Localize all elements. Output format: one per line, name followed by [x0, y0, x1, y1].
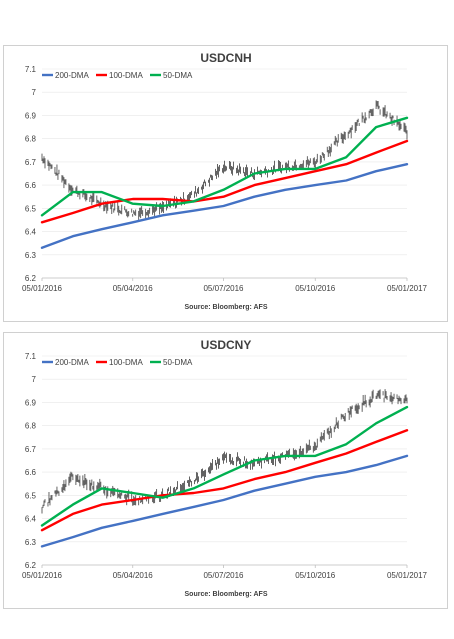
price-bars — [41, 100, 408, 221]
y-tick-label: 6.2 — [25, 561, 37, 570]
x-tick-label: 05/01/2016 — [22, 571, 63, 580]
series-line-50-dma — [40, 116, 409, 217]
y-tick-label: 7.1 — [25, 65, 37, 74]
y-tick-label: 7.1 — [25, 352, 37, 361]
series-line-50-dma — [40, 405, 409, 527]
y-tick-label: 6.4 — [25, 515, 37, 524]
y-tick-label: 6.3 — [25, 251, 37, 260]
y-tick-label: 6.8 — [25, 135, 37, 144]
legend-label: 200-DMA — [55, 71, 89, 80]
x-tick-label: 05/10/2016 — [295, 284, 336, 293]
y-tick-label: 6.7 — [25, 158, 37, 167]
y-tick-label: 6.9 — [25, 398, 37, 407]
y-tick-label: 6.6 — [25, 468, 37, 477]
y-tick-label: 7 — [32, 88, 37, 97]
y-tick-label: 6.5 — [25, 491, 37, 500]
x-tick-label: 05/10/2016 — [295, 571, 336, 580]
usdcny-chart: USDCNY 6.2 6.3 6.4 6.5 6.6 6.7 6.8 6.9 7 7.1 05/01/… — [22, 338, 428, 598]
x-tick-label: 05/01/2017 — [387, 571, 428, 580]
legend-label: 100-DMA — [109, 71, 143, 80]
y-tick-label: 6.4 — [25, 228, 37, 237]
y-tick-label: 6.3 — [25, 538, 37, 547]
x-tick-label: 05/01/2017 — [387, 284, 428, 293]
y-tick-label: 6.5 — [25, 204, 37, 213]
legend-label: 50-DMA — [163, 358, 193, 367]
series-line-100-dma — [40, 429, 409, 532]
chart-title: USDCNY — [201, 338, 252, 352]
x-tick-label: 05/01/2016 — [22, 284, 63, 293]
source-note: Source: Bloomberg: AFS — [185, 591, 268, 598]
legend-label: 200-DMA — [55, 358, 89, 367]
x-tick-label: 05/04/2016 — [113, 571, 154, 580]
x-tick-label: 05/07/2016 — [203, 571, 244, 580]
y-tick-label: 6.6 — [25, 181, 37, 190]
series-line-200-dma — [40, 454, 409, 548]
legend-label: 100-DMA — [109, 358, 143, 367]
x-tick-label: 05/07/2016 — [203, 284, 244, 293]
source-note: Source: Bloomberg: AFS — [185, 304, 268, 311]
y-tick-label: 7 — [32, 375, 37, 384]
x-tick-label: 05/04/2016 — [113, 284, 154, 293]
y-tick-label: 6.9 — [25, 111, 37, 120]
usdcny-chart-panel: USDCNY 6.2 6.3 6.4 6.5 6.6 6.7 6.8 6.9 7 7.1 05/01/… — [3, 332, 448, 609]
y-tick-label: 6.7 — [25, 445, 37, 454]
usdcnh-chart: USDCNH 6.2 6.3 6.4 6.5 6.6 6.7 6.8 6.9 7 7.1 05/01/… — [22, 51, 428, 311]
y-tick-label: 6.8 — [25, 422, 37, 431]
series-line-200-dma — [40, 162, 409, 250]
legend-label: 50-DMA — [163, 71, 193, 80]
y-tick-label: 6.2 — [25, 274, 37, 283]
usdcnh-chart-panel: USDCNH 6.2 6.3 6.4 6.5 6.6 6.7 6.8 6.9 7 7.1 05/01/… — [3, 45, 448, 322]
series-line-100-dma — [40, 139, 409, 224]
chart-title: USDCNH — [200, 51, 251, 65]
